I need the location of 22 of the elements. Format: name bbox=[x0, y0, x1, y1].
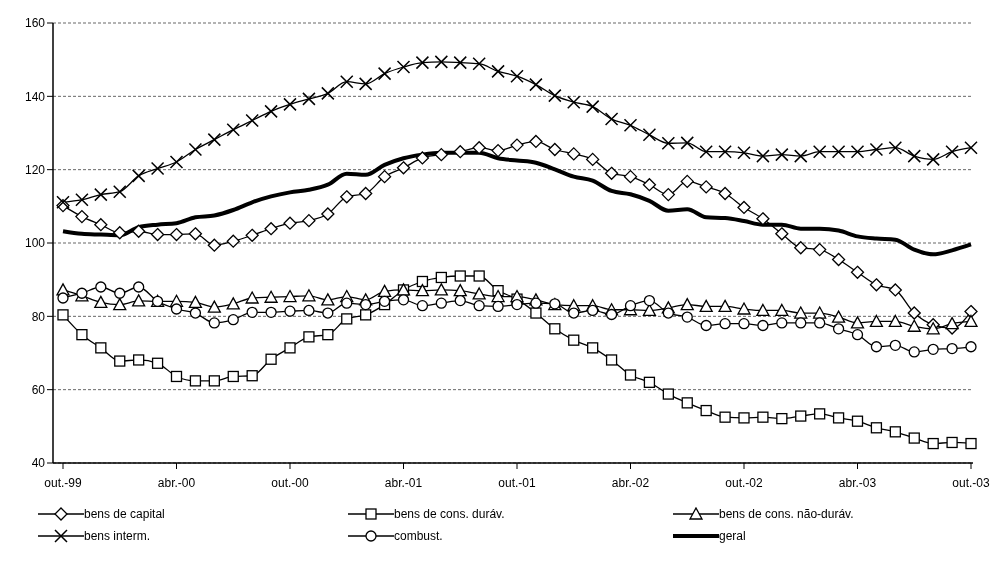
legend-label: geral bbox=[719, 529, 746, 543]
y-tick-label: 80 bbox=[31, 309, 46, 324]
legend-label: bens de cons. duráv. bbox=[394, 507, 505, 521]
legend-label: bens de cons. não-duráv. bbox=[719, 507, 854, 521]
x-tick-label: out.-01 bbox=[498, 476, 537, 490]
y-tick-label: 160 bbox=[24, 16, 46, 31]
x-tick-label: abr.-02 bbox=[611, 476, 650, 490]
x-tick-label: abr.-03 bbox=[838, 476, 877, 490]
x-tick-label: out.-02 bbox=[725, 476, 764, 490]
x-tick-label: abr.-00 bbox=[157, 476, 196, 490]
y-tick-label: 60 bbox=[31, 382, 46, 397]
legend-label: bens de capital bbox=[84, 507, 165, 521]
x-tick-label: out.-99 bbox=[44, 476, 83, 490]
x-tick-label: abr.-01 bbox=[384, 476, 423, 490]
y-tick-label: 100 bbox=[24, 236, 46, 251]
x-tick-label: out.-03 bbox=[952, 476, 991, 490]
y-tick-label: 40 bbox=[31, 456, 46, 471]
x-tick-label: out.-00 bbox=[271, 476, 310, 490]
y-tick-label: 120 bbox=[24, 162, 46, 177]
legend-label: bens interm. bbox=[84, 529, 151, 543]
y-tick-label: 140 bbox=[24, 89, 46, 104]
legend-label: combust. bbox=[394, 529, 443, 543]
